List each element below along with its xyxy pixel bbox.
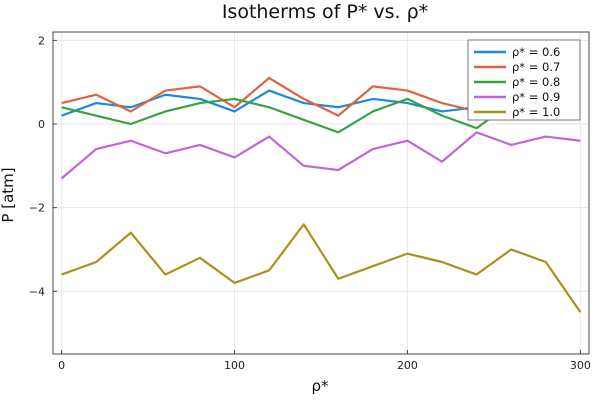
plot-frame bbox=[52, 31, 590, 355]
y-tick-label: 0 bbox=[38, 118, 45, 131]
x-axis-ticks: 0 100 200 300 bbox=[58, 350, 591, 372]
series-line-4 bbox=[60, 131, 581, 180]
x-tick-label: 200 bbox=[397, 359, 418, 372]
y-tick-label: −2 bbox=[29, 202, 45, 215]
legend-box bbox=[467, 39, 581, 121]
x-tick-label: 0 bbox=[58, 359, 65, 372]
y-axis-label: P [atm] bbox=[0, 167, 17, 222]
legend-label: ρ* = 0.8 bbox=[512, 75, 560, 89]
legend-label: ρ* = 0.6 bbox=[512, 45, 560, 59]
legend: ρ* = 0.6ρ* = 0.7ρ* = 0.8ρ* = 0.9ρ* = 1.0 bbox=[467, 39, 581, 121]
y-tick-label: −4 bbox=[29, 285, 45, 298]
legend-label: ρ* = 0.9 bbox=[512, 90, 560, 104]
chart-title: Isotherms of P* vs. ρ* bbox=[222, 1, 428, 23]
legend-label: ρ* = 1.0 bbox=[512, 105, 560, 119]
x-tick-label: 300 bbox=[570, 359, 591, 372]
series-line-5 bbox=[61, 223, 582, 313]
x-tick-label: 100 bbox=[224, 359, 245, 372]
x-axis-label: ρ* bbox=[311, 377, 329, 395]
legend-label: ρ* = 0.7 bbox=[512, 60, 560, 74]
y-tick-label: 2 bbox=[38, 34, 45, 47]
y-axis-ticks: 2 0 −2 −4 bbox=[29, 34, 57, 298]
